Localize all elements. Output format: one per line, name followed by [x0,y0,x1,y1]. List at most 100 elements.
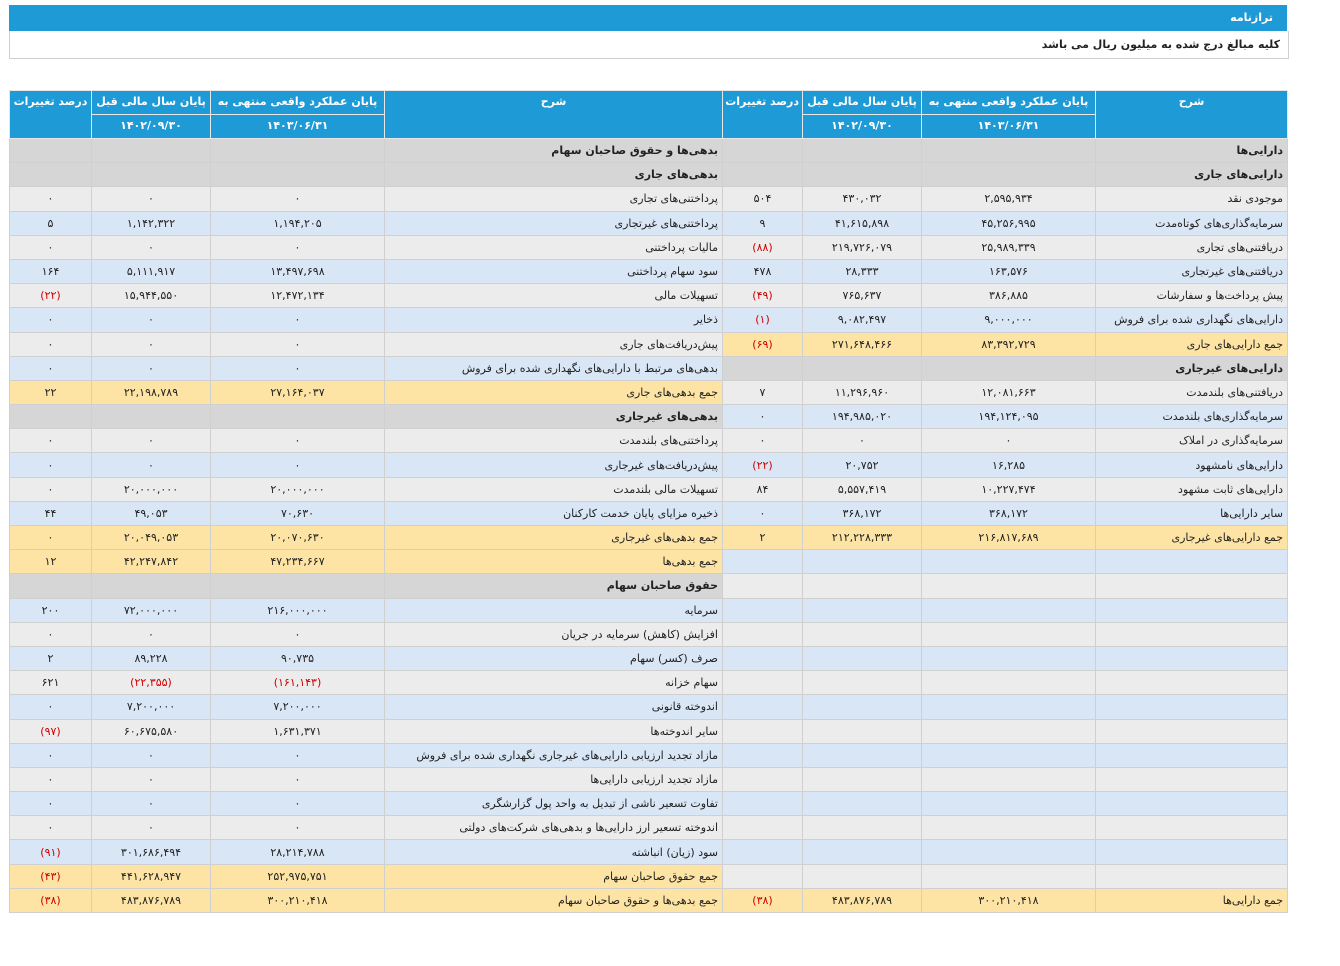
value-cell [802,573,922,599]
value-cell: ۰ [91,331,211,357]
page-title: ترازنامه [9,5,1287,31]
value-cell [802,742,922,768]
row-label: دارایی‌های ثابت مشهود [1095,476,1288,502]
value-cell: ۲۰,۰۰۰,۰۰۰ [91,476,211,502]
value-cell: ۳۰۱,۶۸۶,۴۹۴ [91,839,211,865]
row-label: سرمایه‌گذاری‌های بلندمدت [1095,404,1288,430]
value-cell [722,815,803,841]
value-cell: ۴۴۱,۶۲۸,۹۴۷ [91,863,211,889]
row-label: پرداختنی‌های تجاری [384,186,723,212]
value-cell [722,839,803,865]
row-label: صرف (کسر) سهام [384,645,723,672]
table-row: حقوق صاحبان سهام [9,573,1288,599]
header-date: ۱۴۰۳/۰۶/۳۱ [210,114,385,139]
value-cell: ۷۲,۰۰۰,۰۰۰ [91,597,211,623]
value-cell: ۰ [9,766,92,793]
table-row: مازاد تجدید ارزیابی دارایی‌ها ۰ ۰ ۰ [9,766,1288,793]
value-cell: ۹,۰۰۰,۰۰۰ [921,307,1096,333]
value-cell: ۴۸۳,۸۷۶,۷۸۹ [91,887,211,914]
value-cell: ۱۵,۹۴۴,۵۵۰ [91,283,211,309]
value-cell [722,742,803,768]
value-cell [210,404,385,430]
row-label: دارایی‌های نامشهود [1095,452,1288,478]
value-cell [802,863,922,889]
table-row: جمع دارایی‌های غیرجاری ۲۱۶,۸۱۷,۶۸۹ ۲۱۲,۲۲۸… [9,524,1288,551]
value-cell: ۱۶۳,۵۷۶ [921,258,1096,285]
value-cell: ۰ [210,234,385,260]
value-cell [802,718,922,744]
value-cell: ۳۶۸,۱۷۲ [802,500,922,527]
row-label: سایر اندوخته‌ها [384,718,723,744]
value-cell: ۰ [210,307,385,333]
value-cell: ۰ [91,766,211,793]
value-cell [722,791,803,817]
row-label: جمع بدهی‌ها و حقوق صاحبان سهام [384,887,723,914]
row-label [1095,694,1288,720]
header-cell: پایان عملکرد واقعی منتهی به [210,90,385,115]
row-label: دریافتنی‌های غیرتجاری [1095,258,1288,285]
row-label: دریافتنی‌های تجاری [1095,234,1288,260]
row-label: دارایی‌های غیرجاری [1095,355,1288,381]
value-cell [722,670,803,696]
table-row: اندوخته قانونی ۷,۲۰۰,۰۰۰ ۷,۲۰۰,۰۰۰ ۰ [9,694,1288,720]
table-row: دریافتنی‌های تجاری ۲۵,۹۸۹,۳۳۹ ۲۱۹,۷۲۶,۰۷۹(… [9,234,1288,260]
value-cell: ۲۰,۰۴۹,۰۵۳ [91,524,211,551]
value-cell: ۴۳۰,۰۳۲ [802,186,922,212]
table-row: تفاوت تسعیر ناشی از تبدیل به واحد پول گز… [9,791,1288,817]
value-cell: ۷,۲۰۰,۰۰۰ [210,694,385,720]
value-cell: ۰ [722,428,803,454]
value-cell: ۰ [91,452,211,478]
row-label: پیش پرداخت‌ها و سفارشات [1095,283,1288,309]
row-label: موجودی نقد [1095,186,1288,212]
header-cell: شرح [1095,90,1288,139]
value-cell: (۲۲,۳۵۵) [91,670,211,696]
value-cell [802,162,922,188]
row-label [1095,863,1288,889]
value-cell [91,162,211,188]
header-cell: پایان سال مالی قبل [802,90,922,115]
value-cell: ۲۰۰ [9,597,92,623]
value-cell: ۴۵,۲۵۶,۹۹۵ [921,210,1096,236]
row-label: تسهیلات مالی [384,283,723,309]
value-cell: ۶۲۱ [9,670,92,696]
value-cell: ۲۰,۰۷۰,۶۳۰ [210,524,385,551]
table-row: جمع دارایی‌ها ۳۰۰,۲۱۰,۴۱۸ ۴۸۳,۸۷۶,۷۸۹ (۳۸) ج… [9,887,1288,914]
value-cell: ۱۲ [9,549,92,575]
value-cell: ۲۲,۱۹۸,۷۸۹ [91,379,211,406]
value-cell: ۸۹,۲۲۸ [91,645,211,672]
value-cell: ۰ [9,694,92,720]
value-cell: ۱۶,۲۸۵ [921,452,1096,478]
row-label: سرمایه‌گذاری‌های کوتاه‌مدت [1095,210,1288,236]
row-label: جمع بدهی‌ها [384,549,723,575]
row-label: دارایی‌های نگهداری شده برای فروش [1095,307,1288,333]
header-date: ۱۴۰۲/۰۹/۳۰ [91,114,211,139]
value-cell: ۲۰,۷۵۲ [802,452,922,478]
value-cell [921,597,1096,623]
value-cell: ۵,۱۱۱,۹۱۷ [91,258,211,285]
value-cell: (۳۸) [9,887,92,914]
value-cell [722,694,803,720]
value-cell [722,766,803,793]
value-cell: ۴۷,۲۳۴,۶۶۷ [210,549,385,575]
row-label [1095,573,1288,599]
header-cell: پایان عملکرد واقعی منتهی به [921,90,1096,115]
value-cell: (۳۸) [722,887,803,914]
row-label: جمع دارایی‌های جاری [1095,331,1288,357]
value-cell [91,137,211,164]
value-cell: ۲۷۱,۶۴۸,۴۶۶ [802,331,922,357]
value-cell: ۱۹۴,۹۸۵,۰۲۰ [802,404,922,430]
value-cell: ۰ [210,428,385,454]
value-cell: (۸۸) [722,234,803,260]
value-cell: ۰ [9,791,92,817]
row-label: دارایی‌ها [1095,137,1288,164]
value-cell: ۲۱۹,۷۲۶,۰۷۹ [802,234,922,260]
row-label: سایر دارایی‌ها [1095,500,1288,527]
table-row: سرمایه‌گذاری‌های کوتاه‌مدت ۴۵,۲۵۶,۹۹۵ ۴۱,۶… [9,210,1288,236]
value-cell: ۳۰۰,۲۱۰,۴۱۸ [921,887,1096,914]
value-cell: ۸۴ [722,476,803,502]
value-cell: ۰ [210,766,385,793]
value-cell [802,839,922,865]
value-cell: ۲۰,۰۰۰,۰۰۰ [210,476,385,502]
value-cell [802,137,922,164]
